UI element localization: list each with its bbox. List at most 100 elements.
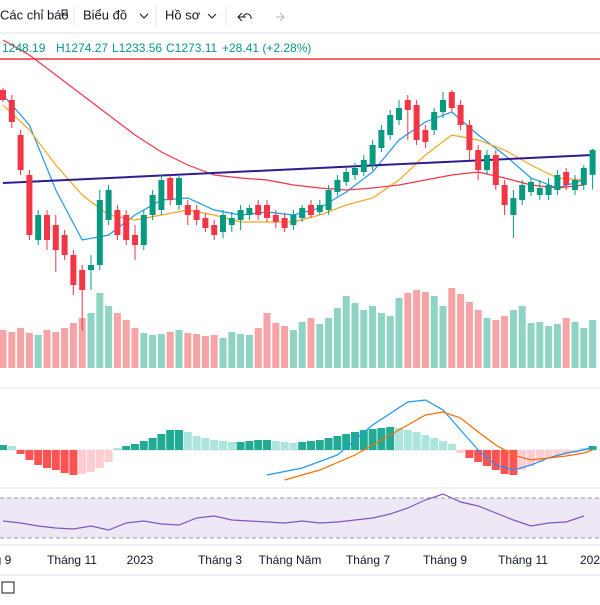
candle-body [272, 215, 279, 222]
macd-histogram-bar [544, 450, 553, 459]
macd-histogram-bar [553, 450, 562, 457]
candle-body [132, 235, 138, 245]
candle-body [308, 205, 314, 215]
macd-histogram-bar [271, 441, 280, 450]
candle-body [475, 150, 482, 170]
volume-bar [289, 330, 297, 368]
macd-histogram-bar [518, 450, 527, 470]
candle-body [369, 145, 376, 165]
macd-histogram-bar [7, 446, 16, 450]
candle-body [123, 215, 130, 240]
candle-body [44, 215, 50, 240]
candle-body [140, 215, 147, 245]
volume-bar [527, 323, 535, 368]
candle-body [325, 190, 332, 210]
macd-histogram-bar [351, 432, 359, 450]
volume-bar [210, 335, 218, 368]
candle-body [378, 130, 385, 148]
candle-body [158, 180, 165, 210]
candle-body [202, 218, 209, 228]
macd-histogram-bar [412, 432, 421, 450]
chevron [139, 13, 149, 19]
macd-histogram-bar [104, 450, 113, 462]
candle-body [563, 172, 570, 185]
chart-menu[interactable]: Biểu đồ [83, 7, 127, 22]
macd-histogram-bar [263, 440, 271, 450]
volume-bar [589, 320, 597, 368]
macd-histogram-bar [289, 443, 298, 450]
candle-body [440, 100, 446, 112]
candle-body [220, 215, 226, 232]
macd-histogram-bar [236, 442, 245, 450]
volume-bar [140, 333, 148, 368]
volume-bar [298, 322, 306, 368]
toolbar [0, 0, 600, 33]
volume-bar [113, 313, 121, 368]
macd-histogram-bar [298, 442, 307, 450]
candle-body [343, 172, 350, 182]
macd-histogram-bar [254, 440, 263, 450]
candle-body [431, 112, 438, 130]
candle-body [360, 160, 367, 172]
volume-bar [395, 298, 403, 368]
macd-histogram-bar [588, 446, 597, 450]
profile-menu[interactable]: Hồ sơ [165, 7, 201, 22]
x-axis-label: Tháng 11 [47, 553, 97, 567]
volume-bar [333, 308, 341, 368]
candle-body [466, 125, 473, 150]
chevron [207, 13, 217, 19]
indicators-button[interactable]: Các chỉ báo [0, 7, 69, 22]
macd-histogram-bar [166, 430, 175, 450]
calendar-icon[interactable] [1, 581, 15, 594]
ohlc-legend: 1248.19 H1274.27 L1233.56 C1273.11 +28.4… [2, 41, 311, 55]
volume-bar [571, 322, 579, 368]
candle-body [264, 205, 270, 218]
macd-histogram-bar [113, 448, 122, 450]
candle-body [237, 210, 244, 220]
volume-bar [404, 293, 412, 368]
volume-bar [105, 306, 113, 368]
candle-body [299, 208, 306, 218]
candle-body [211, 225, 218, 235]
candle-body [0, 90, 6, 100]
macd-histogram-bar [139, 441, 148, 450]
candle-body [484, 155, 490, 170]
candle-body [26, 175, 33, 235]
undo[interactable] [237, 12, 246, 22]
candle-body [176, 178, 182, 205]
volume-bar [184, 333, 192, 368]
macd-histogram-bar [500, 450, 509, 474]
candle-body [17, 135, 24, 170]
candle-body [8, 100, 15, 122]
high: H1274.27 [56, 41, 108, 55]
volume-bar [8, 332, 16, 368]
candle-body [589, 149, 596, 175]
macd-histogram-bar [210, 440, 219, 450]
macd-histogram-bar [447, 444, 456, 450]
macd-histogram-bar [175, 430, 183, 450]
volume-bar [509, 310, 517, 368]
volume-bar [149, 335, 157, 368]
macd-histogram-bar [403, 430, 412, 450]
macd-histogram-bar [87, 450, 95, 472]
macd-histogram-bar [16, 450, 25, 454]
candle-body [387, 115, 394, 135]
candle-body [554, 175, 561, 190]
volume-bar [201, 336, 209, 368]
macd-histogram-bar [131, 444, 139, 450]
macd-histogram-bar [535, 450, 544, 462]
volume-bar [0, 330, 7, 368]
volume-bar [421, 292, 429, 368]
x-axis-label: Tháng 11 [498, 553, 548, 567]
candle-body [519, 185, 526, 200]
candle-body [149, 195, 156, 215]
candle-body [404, 100, 411, 110]
grid-icon[interactable] [61, 9, 68, 16]
close: C1273.11 [166, 41, 217, 55]
redo[interactable] [276, 12, 285, 22]
macd-histogram-bar [51, 450, 60, 470]
candle-body [352, 168, 358, 175]
macd-histogram-bar [69, 450, 78, 475]
macd-histogram-bar [315, 440, 324, 450]
macd-histogram-bar [491, 450, 500, 470]
